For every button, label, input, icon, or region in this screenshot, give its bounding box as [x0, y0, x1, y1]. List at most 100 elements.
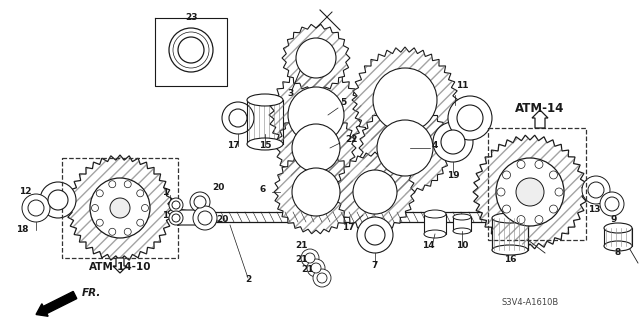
Text: ATM-14-10: ATM-14-10 [89, 262, 151, 272]
Circle shape [365, 225, 385, 245]
Text: 22: 22 [345, 135, 358, 144]
Circle shape [169, 198, 183, 212]
Circle shape [502, 205, 511, 213]
Circle shape [317, 273, 327, 283]
Ellipse shape [453, 228, 471, 234]
FancyArrow shape [113, 258, 127, 273]
Circle shape [302, 44, 330, 72]
Text: 16: 16 [504, 255, 516, 264]
Circle shape [100, 188, 140, 228]
Text: 5: 5 [340, 98, 346, 107]
Ellipse shape [247, 94, 283, 106]
Bar [424, 214, 446, 234]
Circle shape [193, 206, 217, 230]
Circle shape [448, 96, 492, 140]
Text: 23: 23 [186, 13, 198, 22]
Polygon shape [178, 210, 215, 225]
Text: S3V4-A1610B: S3V4-A1610B [501, 298, 559, 307]
Text: 18: 18 [16, 225, 28, 234]
Polygon shape [269, 68, 363, 162]
Polygon shape [335, 152, 415, 232]
Circle shape [502, 171, 511, 179]
Circle shape [296, 38, 336, 78]
Circle shape [496, 158, 564, 226]
Circle shape [90, 178, 150, 238]
Text: 17: 17 [227, 141, 239, 150]
Text: 8: 8 [615, 248, 621, 257]
Polygon shape [274, 150, 358, 234]
Circle shape [301, 249, 319, 267]
Circle shape [307, 259, 325, 277]
Circle shape [353, 170, 397, 214]
Text: 21: 21 [296, 241, 308, 250]
Circle shape [292, 168, 340, 216]
Circle shape [229, 109, 247, 127]
Circle shape [109, 228, 116, 235]
Circle shape [190, 192, 210, 212]
Circle shape [357, 217, 393, 253]
Circle shape [288, 87, 344, 143]
Text: 2: 2 [245, 275, 251, 284]
Text: 17: 17 [342, 223, 355, 232]
Circle shape [433, 122, 473, 162]
Circle shape [92, 204, 99, 211]
Circle shape [109, 181, 116, 188]
Text: 15: 15 [259, 141, 271, 150]
Text: 20: 20 [212, 183, 224, 192]
Ellipse shape [492, 245, 528, 255]
Circle shape [516, 178, 544, 206]
Polygon shape [473, 135, 587, 249]
Circle shape [517, 216, 525, 224]
Text: 1: 1 [162, 211, 168, 220]
Text: 20: 20 [216, 215, 228, 224]
Text: 1: 1 [162, 188, 168, 197]
Circle shape [124, 181, 131, 188]
Circle shape [588, 182, 604, 198]
Text: 21: 21 [296, 255, 308, 264]
Circle shape [198, 211, 212, 225]
Circle shape [137, 190, 144, 197]
Text: ATM-14: ATM-14 [515, 102, 564, 115]
Circle shape [169, 211, 183, 225]
Circle shape [222, 102, 254, 134]
Circle shape [172, 214, 180, 222]
Text: 9: 9 [611, 215, 617, 224]
Circle shape [506, 168, 554, 216]
Circle shape [194, 196, 206, 208]
Polygon shape [276, 108, 356, 188]
Circle shape [124, 228, 131, 235]
Circle shape [387, 130, 423, 166]
Circle shape [550, 205, 557, 213]
Circle shape [441, 130, 465, 154]
Circle shape [28, 200, 44, 216]
Circle shape [600, 192, 624, 216]
Text: 11: 11 [456, 81, 468, 90]
Circle shape [550, 171, 557, 179]
Polygon shape [67, 155, 173, 261]
Circle shape [22, 194, 50, 222]
Text: 7: 7 [372, 261, 378, 270]
Circle shape [178, 37, 204, 63]
Circle shape [40, 182, 76, 218]
Circle shape [48, 190, 68, 210]
Bar [604, 228, 632, 246]
Polygon shape [352, 47, 458, 153]
Circle shape [457, 105, 483, 131]
Ellipse shape [424, 210, 446, 218]
Circle shape [555, 188, 563, 196]
Circle shape [292, 124, 340, 172]
Circle shape [535, 216, 543, 224]
Circle shape [141, 204, 148, 211]
Circle shape [497, 188, 505, 196]
Text: 19: 19 [447, 171, 460, 180]
Bar [492, 218, 528, 250]
Text: 10: 10 [456, 241, 468, 250]
Circle shape [169, 28, 213, 72]
Circle shape [137, 219, 144, 226]
Ellipse shape [492, 213, 528, 223]
Circle shape [302, 178, 330, 206]
Circle shape [535, 160, 543, 168]
Circle shape [605, 197, 619, 211]
Text: 13: 13 [588, 205, 600, 214]
Circle shape [300, 132, 332, 164]
